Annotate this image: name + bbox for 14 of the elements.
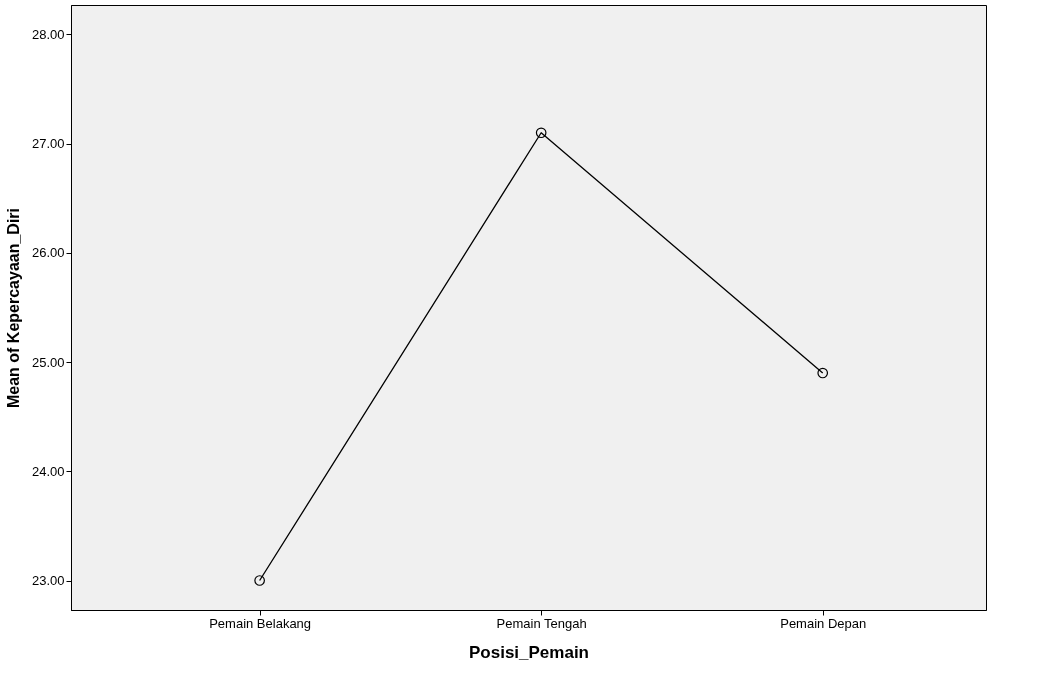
y-tick-label: 28.00: [31, 26, 65, 42]
x-tick-label: Pemain Belakang: [209, 615, 312, 631]
point: [254, 575, 265, 586]
x-tick-label: Pemain Depan: [780, 615, 867, 631]
y-tick-label: 23.00: [31, 573, 65, 589]
y-tick-label: 27.00: [31, 136, 65, 152]
y-axis-title: Mean of Kepercayaan_Diri: [4, 207, 22, 409]
y-tick-label: 25.00: [31, 354, 65, 370]
x-tick-label: Pemain Tengah: [496, 615, 587, 631]
point: [817, 367, 829, 379]
y-tick-label: 24.00: [31, 463, 65, 479]
point: [535, 127, 547, 139]
x-axis-title: Posisi_Pemain: [468, 642, 590, 662]
y-tick-label: 26.00: [31, 245, 65, 261]
